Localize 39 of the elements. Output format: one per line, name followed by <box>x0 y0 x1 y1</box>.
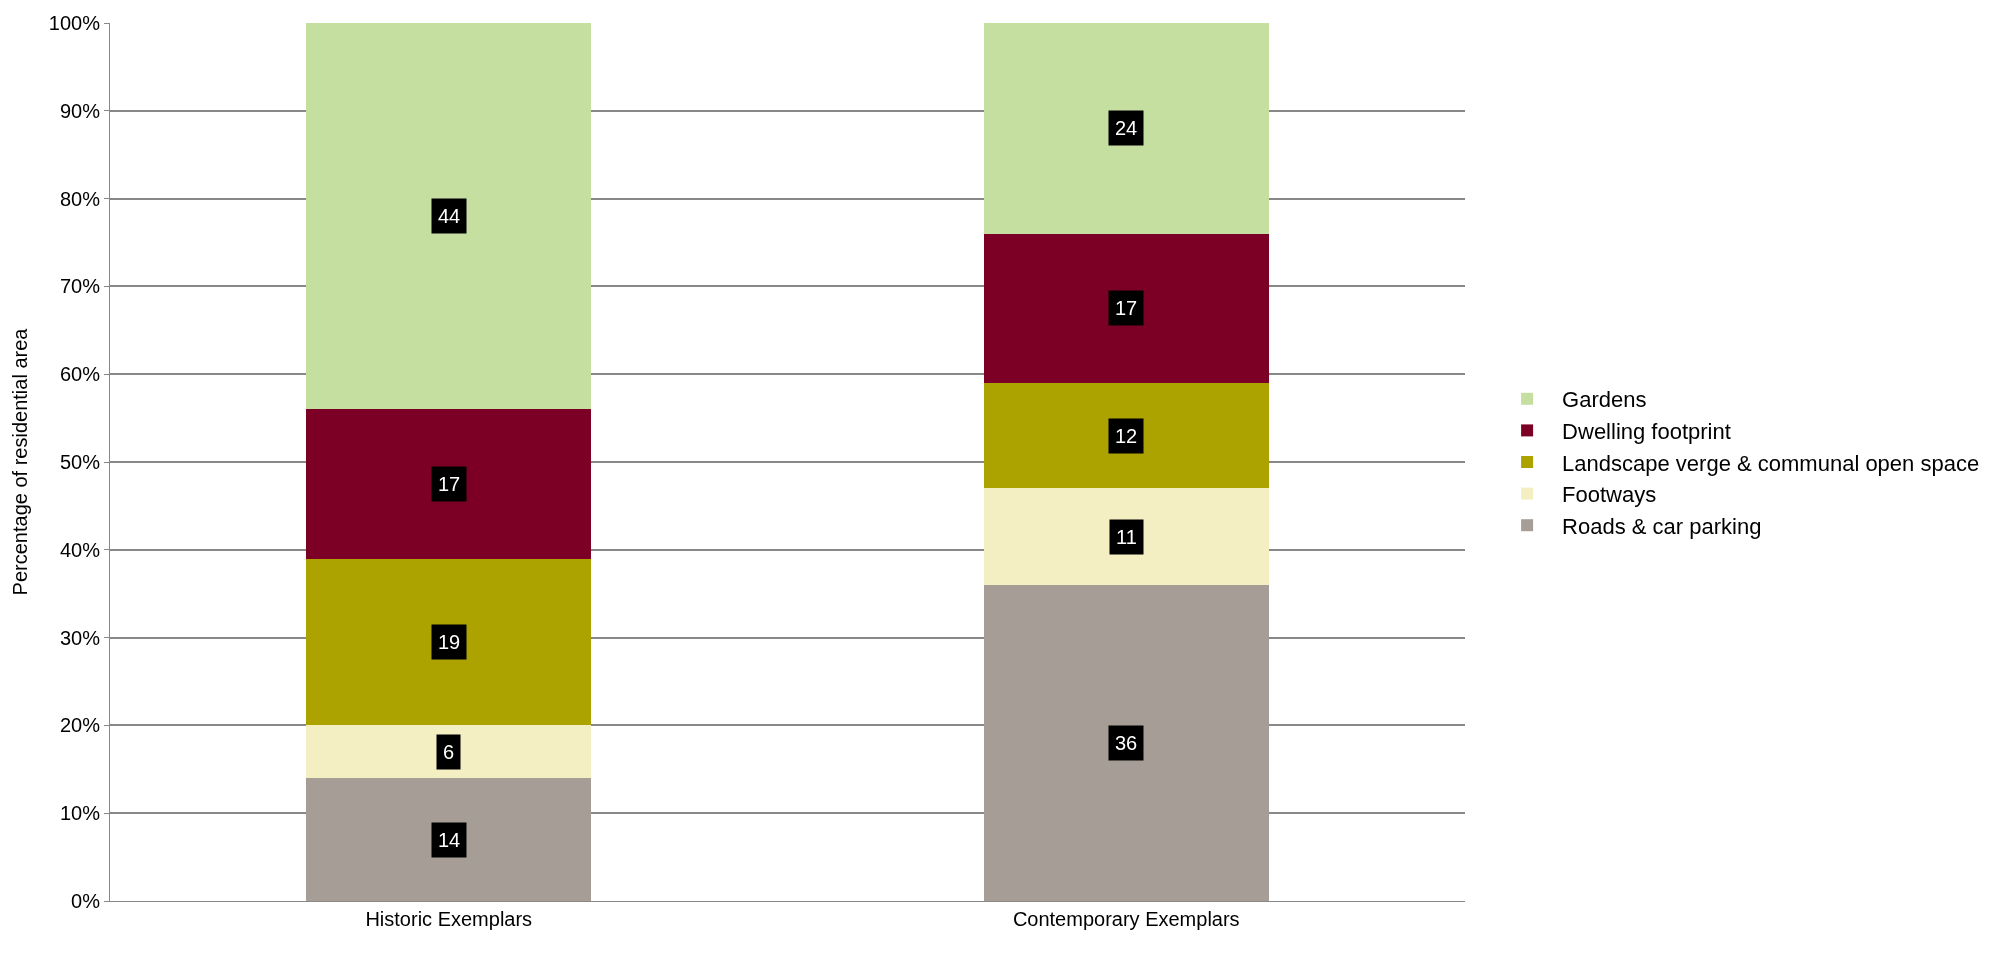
bar <box>983 233 1269 383</box>
data-label: 11 <box>1116 526 1137 548</box>
bar <box>983 584 1269 901</box>
data-label: 19 <box>438 631 461 653</box>
data-label: 36 <box>1115 732 1138 754</box>
bar <box>306 725 592 779</box>
data-label: 6 <box>443 741 455 763</box>
y-tick-label: 60% <box>59 363 101 386</box>
y-tick-label: 40% <box>59 538 101 561</box>
y-tick-label: 100% <box>48 12 101 34</box>
data-label: 24 <box>1115 117 1138 139</box>
data-label: 17 <box>438 473 461 495</box>
bar <box>983 382 1269 489</box>
legend-label: Landscape verge & communal open space <box>1562 450 1980 476</box>
bar <box>306 23 592 410</box>
bar <box>306 558 592 726</box>
y-tick-label: 70% <box>59 275 101 298</box>
y-tick-label: 80% <box>59 187 101 210</box>
y-tick-label: 30% <box>59 626 101 649</box>
data-label: 17 <box>1115 297 1138 319</box>
bar <box>306 409 592 559</box>
data-label: 44 <box>438 205 461 227</box>
y-tick-label: 0% <box>71 890 101 912</box>
y-tick-label: 90% <box>59 99 101 122</box>
x-tick-label: Contemporary Exemplars <box>1012 908 1240 930</box>
bar <box>306 778 592 901</box>
x-tick-label: Historic Exemplars <box>365 908 533 930</box>
legend-label: Roads & car parking <box>1562 513 1762 539</box>
bar <box>983 23 1269 234</box>
data-label: 14 <box>438 829 461 851</box>
bar <box>983 488 1269 585</box>
legend-label: Footways <box>1562 482 1657 508</box>
legend-label: Gardens <box>1562 387 1647 413</box>
y-tick-label: 50% <box>59 451 101 473</box>
y-tick-label: 20% <box>59 714 101 737</box>
data-label: 12 <box>1115 425 1138 447</box>
y-tick-label: 10% <box>59 802 101 825</box>
y-axis-title: Percentage of residential area <box>9 327 32 596</box>
legend-label: Dwelling footprint <box>1562 418 1731 444</box>
